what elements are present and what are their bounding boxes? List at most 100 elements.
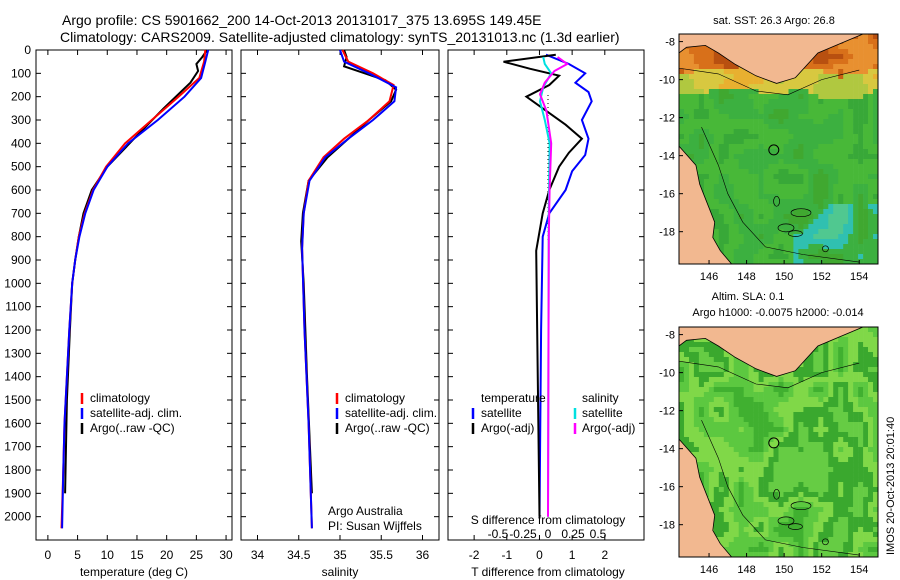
map-cell — [703, 392, 710, 398]
y-tick-label: 2000 — [4, 510, 31, 524]
map-cell — [833, 79, 839, 85]
map-cell — [743, 462, 749, 468]
map-cell — [684, 362, 690, 368]
map-cell — [868, 492, 874, 498]
map-cell — [873, 139, 879, 145]
map-cell — [708, 84, 715, 90]
map-cell — [838, 179, 844, 185]
map-cell — [843, 139, 849, 145]
map-cell — [798, 94, 804, 100]
map-cell — [713, 432, 720, 438]
map-cell — [838, 392, 844, 398]
map-cell — [733, 392, 739, 398]
map-cell — [808, 239, 814, 245]
map-cell — [723, 372, 730, 378]
map-cell — [823, 492, 829, 498]
map-cell — [738, 367, 744, 373]
map-cell — [833, 442, 839, 448]
map-cell — [868, 34, 874, 40]
map-cell — [858, 432, 864, 438]
map-cell — [708, 79, 715, 85]
map-cell — [753, 407, 759, 413]
map-cell — [823, 259, 829, 265]
map-cell — [863, 482, 869, 488]
map-cell — [813, 124, 819, 130]
map-cell — [833, 189, 839, 195]
map-cell — [743, 104, 749, 110]
map-cell — [813, 427, 819, 433]
map-cell — [684, 377, 690, 383]
map-cell — [778, 114, 784, 120]
map-cell — [863, 194, 869, 200]
map-cell — [793, 412, 799, 418]
map-cell — [868, 337, 874, 343]
map-cell — [763, 377, 769, 383]
map-cell — [863, 492, 869, 498]
map-cell — [793, 417, 799, 423]
top-tick-label: 0.25 — [561, 527, 585, 541]
map-cell — [698, 114, 705, 120]
map-cell — [808, 492, 814, 498]
map-cell — [703, 417, 710, 423]
map-cell — [793, 457, 799, 463]
map-cell — [728, 467, 735, 473]
map-cell — [783, 417, 789, 423]
map-cell — [793, 199, 799, 205]
map-cell — [873, 337, 879, 343]
map-cell — [689, 402, 695, 408]
map-cell — [783, 447, 789, 453]
map-cell — [838, 517, 844, 523]
map-cell — [863, 547, 869, 553]
map-cell — [858, 532, 864, 538]
map-cell — [833, 542, 839, 548]
map-cell — [818, 537, 824, 543]
map-cell — [758, 467, 764, 473]
map-cell — [723, 362, 730, 368]
map-cell — [853, 79, 859, 85]
map-cell — [698, 387, 705, 393]
map-cell — [763, 119, 769, 125]
map-cell — [853, 522, 859, 528]
map-cell — [873, 547, 879, 553]
map-cell — [863, 402, 869, 408]
map-cell — [793, 194, 799, 200]
map-cell — [684, 144, 690, 150]
map-cell — [873, 159, 879, 165]
map-cell — [723, 184, 730, 190]
map-cell — [808, 357, 814, 363]
map-cell — [748, 532, 754, 538]
map-cell — [803, 547, 809, 553]
map-cell — [803, 94, 809, 100]
map-cell — [848, 199, 854, 205]
map-cell — [848, 184, 854, 190]
map-cell — [738, 547, 744, 553]
map-cell — [858, 527, 864, 533]
map-cell — [679, 392, 685, 398]
map-cell — [818, 407, 824, 413]
map-cell — [698, 89, 705, 95]
map-cell — [763, 417, 769, 423]
map-cell — [743, 522, 749, 528]
reef-outline — [790, 501, 812, 511]
map-cell — [873, 214, 879, 220]
map-cell — [753, 512, 759, 518]
map-cell — [788, 512, 794, 518]
map-cell — [753, 219, 759, 225]
map-cell — [803, 402, 809, 408]
map-cell — [733, 532, 739, 538]
map-cell — [843, 179, 849, 185]
map-cell — [783, 104, 789, 110]
map-cell — [693, 124, 700, 130]
map-cell — [698, 337, 705, 343]
map-cell — [868, 452, 874, 458]
map-cell — [818, 99, 824, 105]
map-cell — [778, 517, 784, 523]
map-cell — [818, 84, 824, 90]
map-cell — [813, 134, 819, 140]
map-cell — [833, 154, 839, 160]
map-cell — [813, 189, 819, 195]
map-cell — [718, 487, 725, 493]
map-cell — [684, 427, 690, 433]
map-cell — [708, 194, 715, 200]
map-cell — [833, 367, 839, 373]
